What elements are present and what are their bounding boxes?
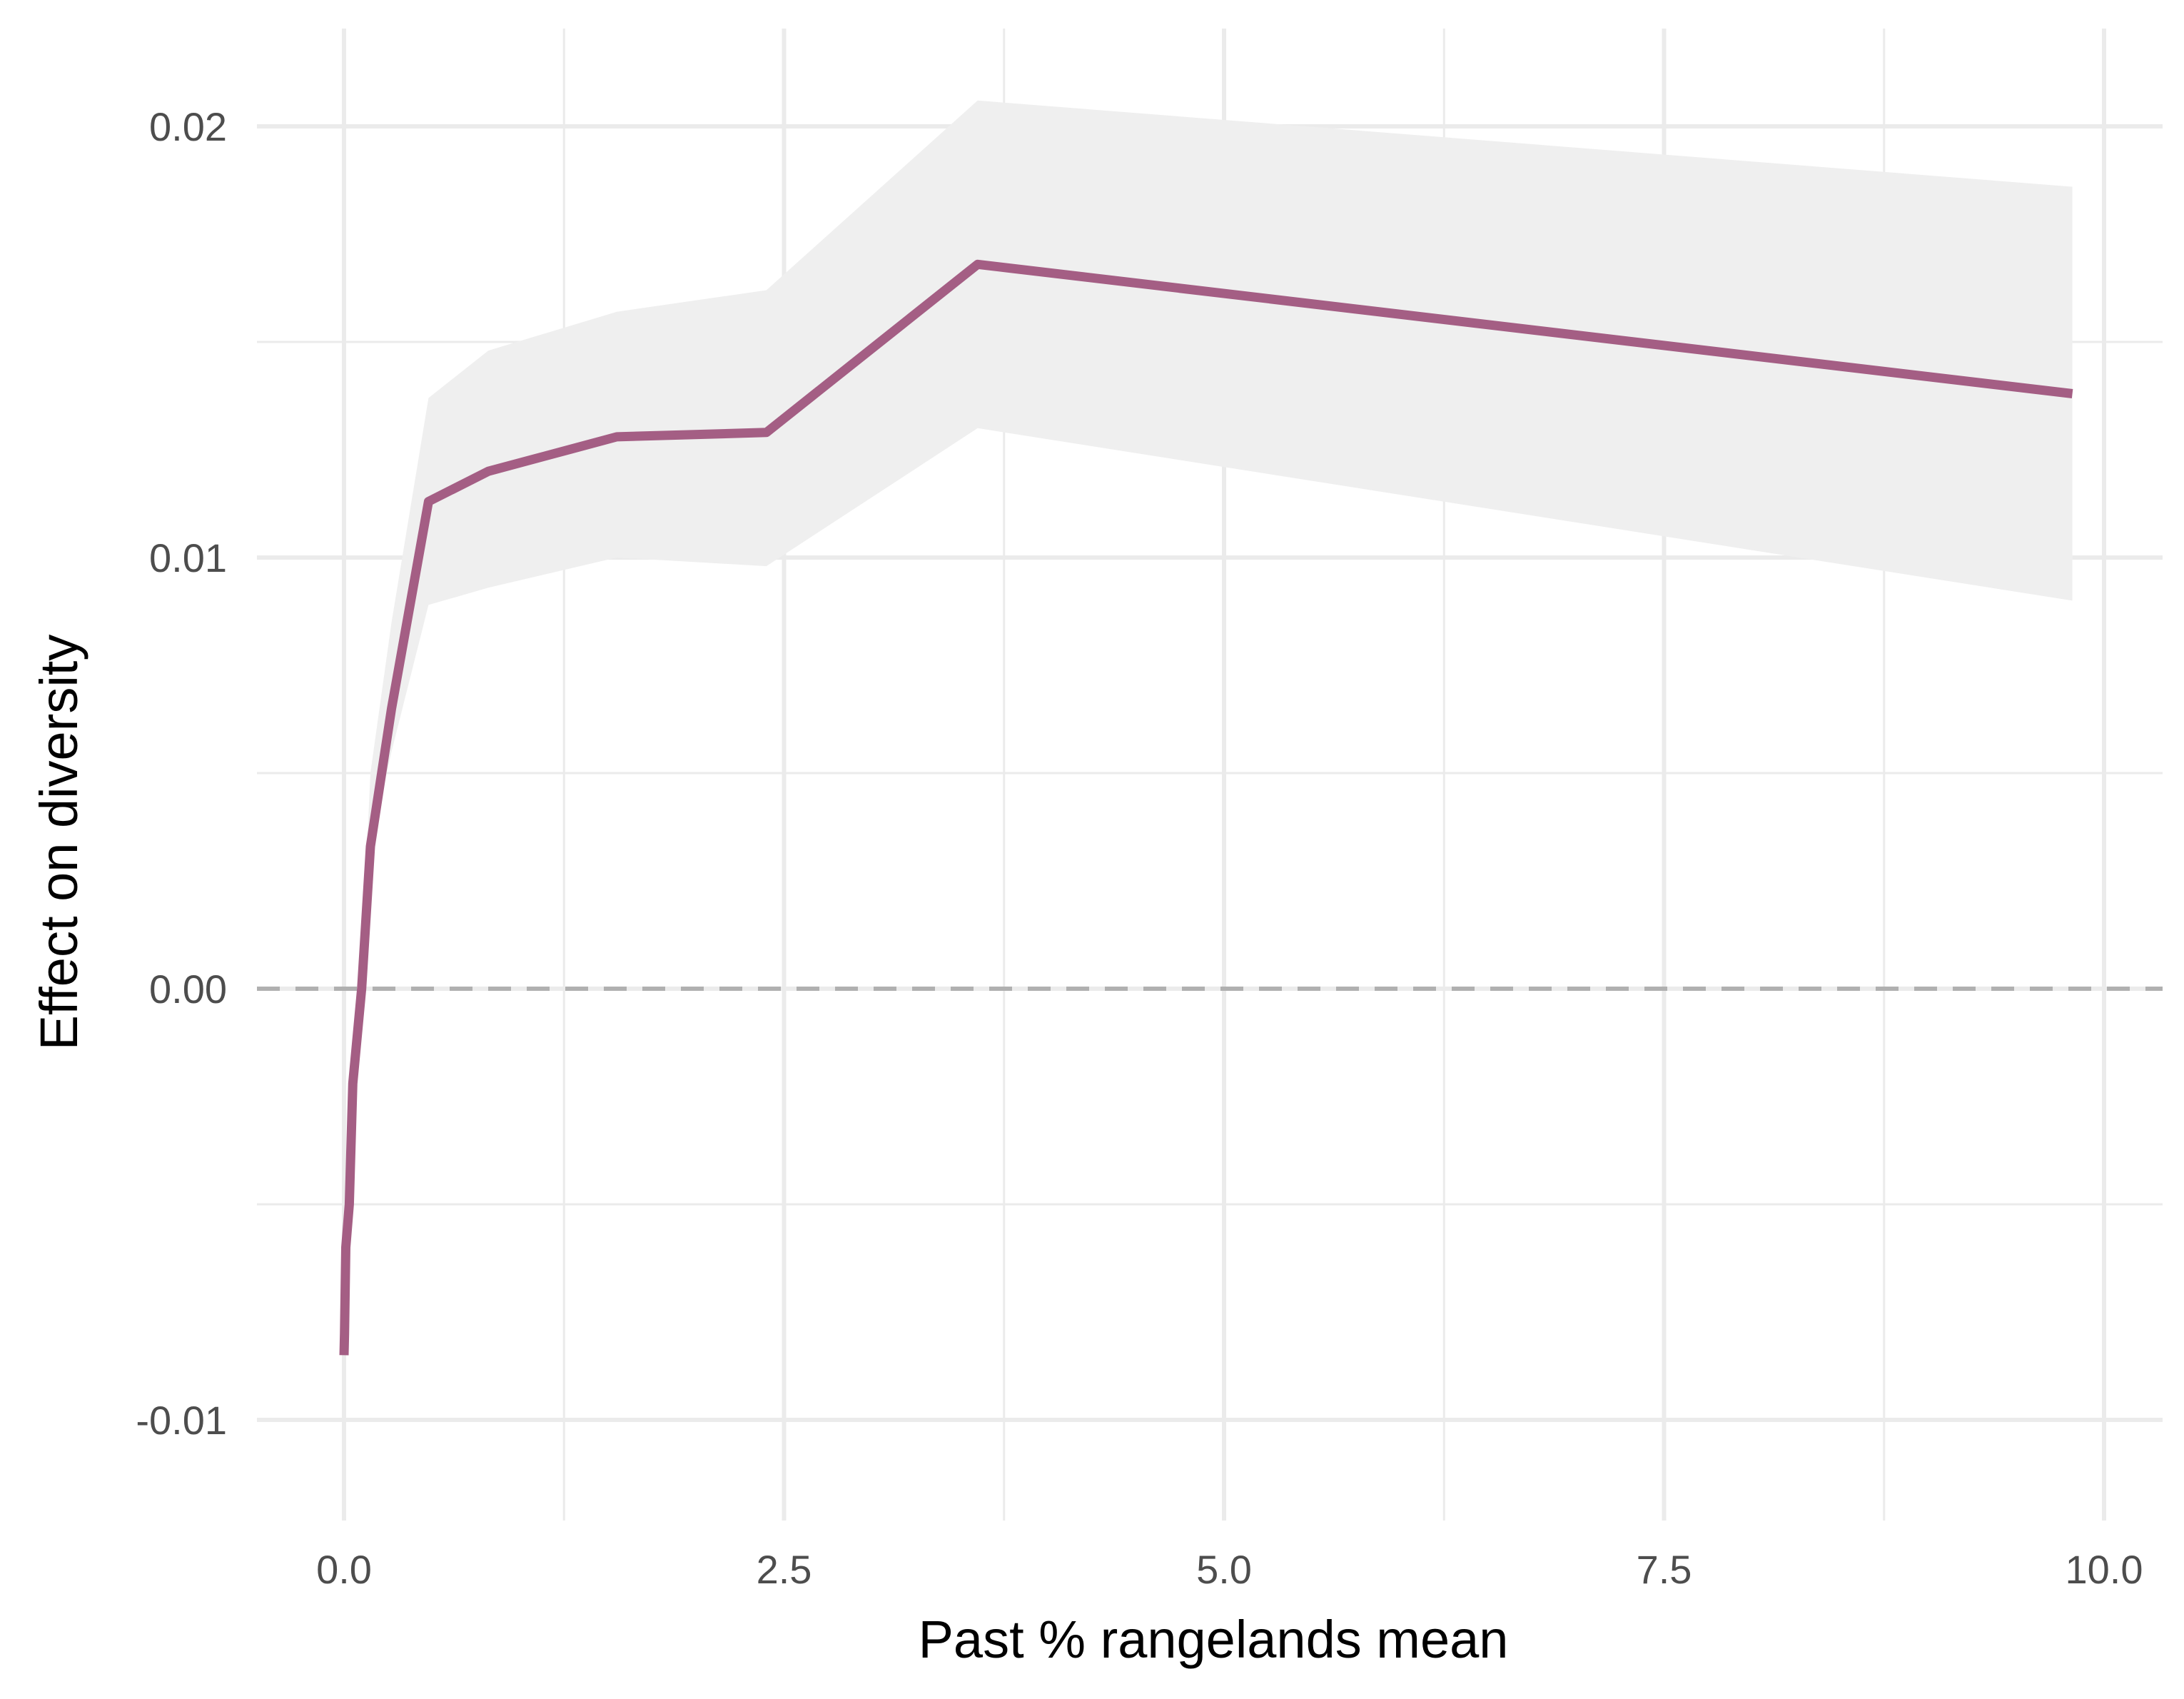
y-axis-tick-labels: -0.01 0.00 0.01 0.02 [136,104,227,1443]
y-axis-title: Effect on diversity [29,635,89,1051]
plot-panel [257,29,2163,1521]
x-tick-label: 7.5 [1637,1547,1692,1592]
effect-line [339,259,2073,1356]
y-tick-label: 0.01 [149,535,227,580]
x-tick-label: 5.0 [1196,1547,1252,1592]
y-tick-label: -0.01 [136,1398,227,1443]
x-axis-title: Past % rangelands mean [919,1610,1509,1669]
x-tick-label: 2.5 [757,1547,812,1592]
y-tick-label: 0.00 [149,967,227,1012]
y-tick-label: 0.02 [149,104,227,149]
x-tick-label: 10.0 [2066,1547,2143,1592]
confidence-band [344,100,2073,1356]
x-tick-label: 0.0 [316,1547,372,1592]
x-axis-tick-labels: 0.0 2.5 5.0 7.5 10.0 [316,1547,2143,1592]
